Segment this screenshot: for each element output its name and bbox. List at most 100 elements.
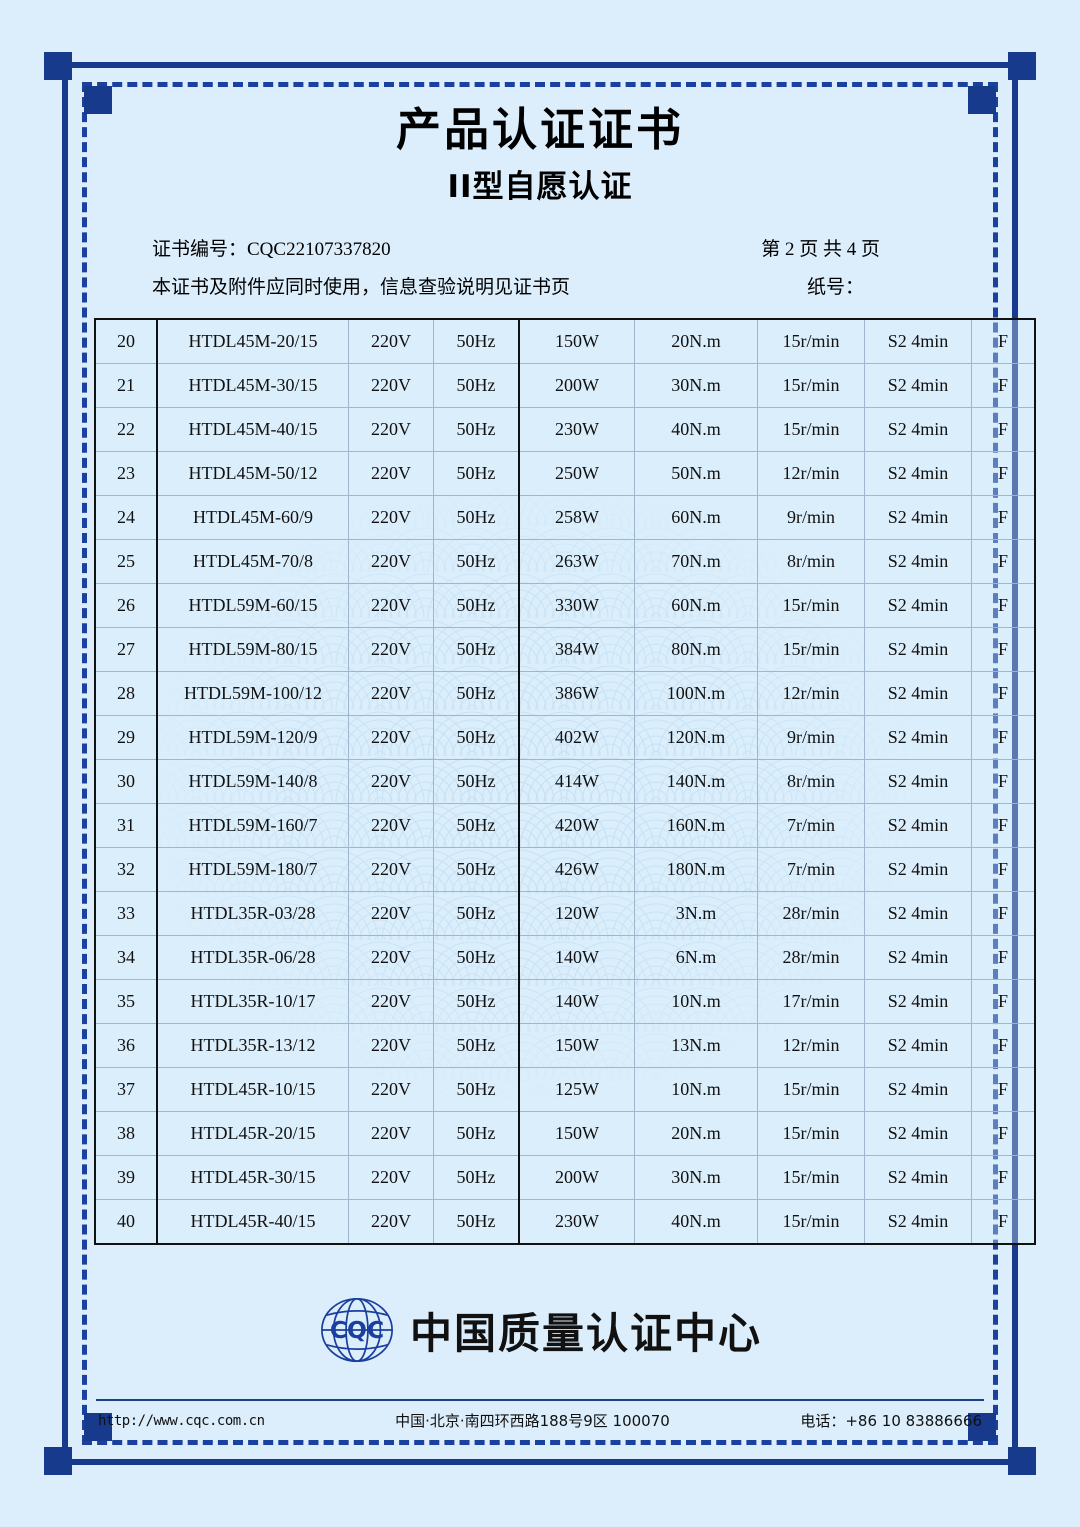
table-cell-绝缘等级: F [971,1067,1036,1113]
table-cell-扭矩: 40N.m [634,1199,758,1246]
footer-website[interactable]: http://www.cqc.com.cn [98,1412,265,1429]
table-cell-频率: 50Hz [433,891,520,937]
table-cell-型号: HTDL35R-03/28 [156,891,349,937]
table-cell-频率: 50Hz [433,1067,520,1113]
table-row: 35 HTDL35R-10/17 220V 50Hz 140W 10N.m 17r/min S… [94,979,1036,1025]
table-cell-序号: 38 [94,1111,158,1157]
table-cell-型号: HTDL45M-60/9 [156,495,349,541]
table-cell-转速: 15r/min [757,1199,865,1246]
table-cell-工作制: S2 4min [864,847,972,893]
table-cell-电压: 220V [348,1023,434,1069]
table-row: 25 HTDL45M-70/8 220V 50Hz 263W 70N.m 8r/min S2 … [94,539,1036,585]
table-cell-频率: 50Hz [433,979,520,1025]
table-cell-电压: 220V [348,407,434,453]
table-cell-频率: 50Hz [433,1199,520,1246]
table-cell-转速: 9r/min [757,495,865,541]
table-cell-序号: 39 [94,1155,158,1201]
table-cell-功率: 150W [518,1023,635,1069]
table-cell-功率: 420W [518,803,635,849]
table-cell-工作制: S2 4min [864,891,972,937]
page-subtitle: II型自愿认证 [447,169,633,206]
table-cell-功率: 140W [518,935,635,981]
table-cell-工作制: S2 4min [864,407,972,453]
table-cell-工作制: S2 4min [864,935,972,981]
table-row: 32 HTDL59M-180/7 220V 50Hz 426W 180N.m 7r/min S… [94,847,1036,893]
table-cell-电压: 220V [348,539,434,585]
table-cell-电压: 220V [348,1111,434,1157]
table-cell-工作制: S2 4min [864,363,972,409]
table-row: 34 HTDL35R-06/28 220V 50Hz 140W 6N.m 28r/min S2… [94,935,1036,981]
table-cell-频率: 50Hz [433,407,520,453]
table-row: 28 HTDL59M-100/12 220V 50Hz 386W 100N.m 12r/mi… [94,671,1036,717]
corner-square-top-right-outer [1008,52,1036,80]
table-cell-频率: 50Hz [433,759,520,805]
table-cell-绝缘等级: F [971,891,1036,937]
table-cell-序号: 29 [94,715,158,761]
table-row: 26 HTDL59M-60/15 220V 50Hz 330W 60N.m 15r/min S… [94,583,1036,629]
table-cell-频率: 50Hz [433,495,520,541]
table-cell-扭矩: 30N.m [634,1155,758,1201]
corner-square-bottom-right-inner [968,1413,996,1441]
table-cell-型号: HTDL45R-30/15 [156,1155,349,1201]
table-cell-型号: HTDL59M-60/15 [156,583,349,629]
table-cell-型号: HTDL59M-140/8 [156,759,349,805]
table-cell-序号: 40 [94,1199,158,1246]
table-cell-序号: 27 [94,627,158,673]
table-cell-工作制: S2 4min [864,1155,972,1201]
table-cell-频率: 50Hz [433,847,520,893]
table-cell-序号: 33 [94,891,158,937]
table-cell-功率: 150W [518,1111,635,1157]
table-cell-电压: 220V [348,803,434,849]
table-cell-转速: 15r/min [757,407,865,453]
table-cell-型号: HTDL45M-40/15 [156,407,349,453]
table-cell-转速: 7r/min [757,803,865,849]
table-cell-序号: 32 [94,847,158,893]
table-cell-转速: 15r/min [757,1155,865,1201]
table-cell-电压: 220V [348,1199,434,1246]
table-row: 30 HTDL59M-140/8 220V 50Hz 414W 140N.m 8r/min S… [94,759,1036,805]
corner-square-bottom-left-inner [84,1413,112,1441]
table-cell-功率: 200W [518,1155,635,1201]
table-row: 36 HTDL35R-13/12 220V 50Hz 150W 13N.m 12r/min S… [94,1023,1036,1069]
table-row: 37 HTDL45R-10/15 220V 50Hz 125W 10N.m 15r/min S… [94,1067,1036,1113]
table-cell-电压: 220V [348,671,434,717]
cqc-logo-block: CQC 中国质量认证中心 [82,1291,998,1369]
table-cell-功率: 386W [518,671,635,717]
table-cell-转速: 15r/min [757,1111,865,1157]
table-cell-频率: 50Hz [433,583,520,629]
table-cell-电压: 220V [348,583,434,629]
table-cell-绝缘等级: F [971,363,1036,409]
corner-square-top-right-inner [968,86,996,114]
table-cell-序号: 23 [94,451,158,497]
table-cell-序号: 35 [94,979,158,1025]
footer-divider [96,1399,984,1402]
table-cell-功率: 150W [518,318,635,365]
table-cell-工作制: S2 4min [864,583,972,629]
table-cell-工作制: S2 4min [864,1023,972,1069]
table-cell-扭矩: 140N.m [634,759,758,805]
table-cell-型号: HTDL59M-180/7 [156,847,349,893]
table-cell-工作制: S2 4min [864,451,972,497]
table-cell-序号: 34 [94,935,158,981]
table-cell-扭矩: 70N.m [634,539,758,585]
table-cell-绝缘等级: F [971,671,1036,717]
table-cell-绝缘等级: F [971,715,1036,761]
table-cell-工作制: S2 4min [864,1199,972,1246]
table-cell-序号: 20 [94,318,158,365]
table-row: 40 HTDL45R-40/15 220V 50Hz 230W 40N.m 15r/min S… [94,1199,1036,1246]
table-cell-序号: 26 [94,583,158,629]
table-cell-工作制: S2 4min [864,803,972,849]
table-cell-转速: 15r/min [757,318,865,365]
paper-number-label: 纸号： [806,276,864,299]
table-cell-转速: 15r/min [757,583,865,629]
table-cell-频率: 50Hz [433,1023,520,1069]
table-cell-序号: 24 [94,495,158,541]
table-cell-转速: 8r/min [757,759,865,805]
table-cell-绝缘等级: F [971,539,1036,585]
table-cell-序号: 36 [94,1023,158,1069]
table-cell-功率: 263W [518,539,635,585]
table-cell-扭矩: 20N.m [634,318,758,365]
table-cell-功率: 140W [518,979,635,1025]
table-cell-型号: HTDL45R-20/15 [156,1111,349,1157]
table-cell-绝缘等级: F [971,1023,1036,1069]
